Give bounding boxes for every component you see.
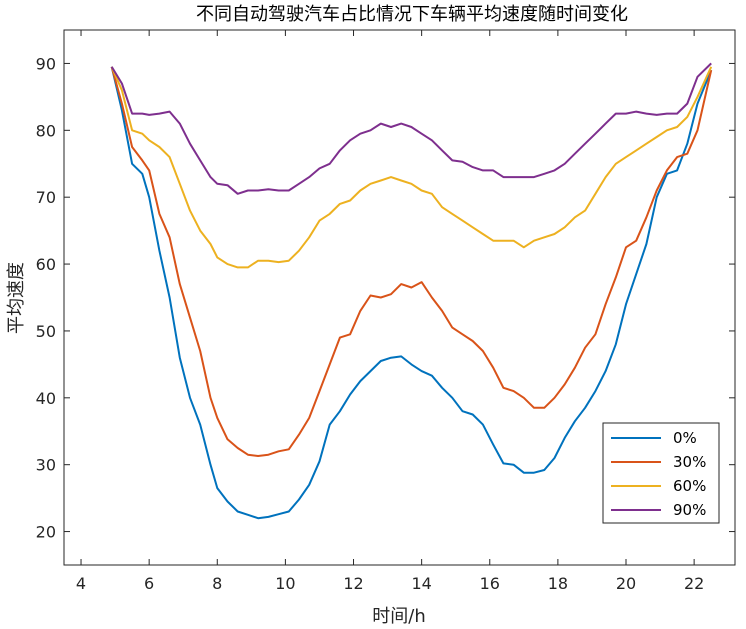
x-axis-title: 时间/h bbox=[372, 606, 425, 627]
x-tick-label: 4 bbox=[76, 574, 86, 593]
y-tick-label: 90 bbox=[36, 54, 56, 73]
y-axis-title: 平均速度 bbox=[6, 262, 27, 334]
x-tick-label: 18 bbox=[548, 574, 568, 593]
legend: 0% 30% 60% 90% bbox=[602, 422, 720, 524]
y-tick-label: 80 bbox=[36, 121, 56, 140]
x-tick-label: 12 bbox=[343, 574, 363, 593]
x-tick-label: 20 bbox=[616, 574, 636, 593]
y-tick-label: 20 bbox=[36, 523, 56, 542]
legend-box bbox=[602, 422, 720, 524]
x-tick-label: 10 bbox=[275, 574, 295, 593]
series-line-90pct bbox=[110, 62, 712, 195]
x-tick-label: 14 bbox=[411, 574, 431, 593]
y-axis: 20 30 40 50 60 70 80 90 bbox=[36, 54, 735, 542]
series-lines bbox=[110, 62, 713, 520]
series-line-60pct bbox=[110, 66, 713, 269]
x-tick-label: 16 bbox=[480, 574, 500, 593]
y-tick-label: 60 bbox=[36, 255, 56, 274]
legend-label: 30% bbox=[673, 453, 706, 471]
x-tick-label: 6 bbox=[144, 574, 154, 593]
series-line-30pct bbox=[110, 66, 713, 457]
y-tick-label: 50 bbox=[36, 322, 56, 341]
series-line-0pct bbox=[110, 66, 713, 520]
x-axis: 4 6 8 10 12 14 16 18 20 22 bbox=[76, 30, 704, 593]
legend-label: 90% bbox=[673, 501, 706, 519]
legend-label: 60% bbox=[673, 477, 706, 495]
y-tick-label: 40 bbox=[36, 389, 56, 408]
x-tick-label: 8 bbox=[212, 574, 222, 593]
legend-label: 0% bbox=[673, 429, 697, 447]
y-tick-label: 30 bbox=[36, 456, 56, 475]
chart-title: 不同自动驾驶汽车占比情况下车辆平均速度随时间变化 bbox=[196, 4, 628, 25]
y-tick-label: 70 bbox=[36, 188, 56, 207]
x-tick-label: 22 bbox=[684, 574, 704, 593]
